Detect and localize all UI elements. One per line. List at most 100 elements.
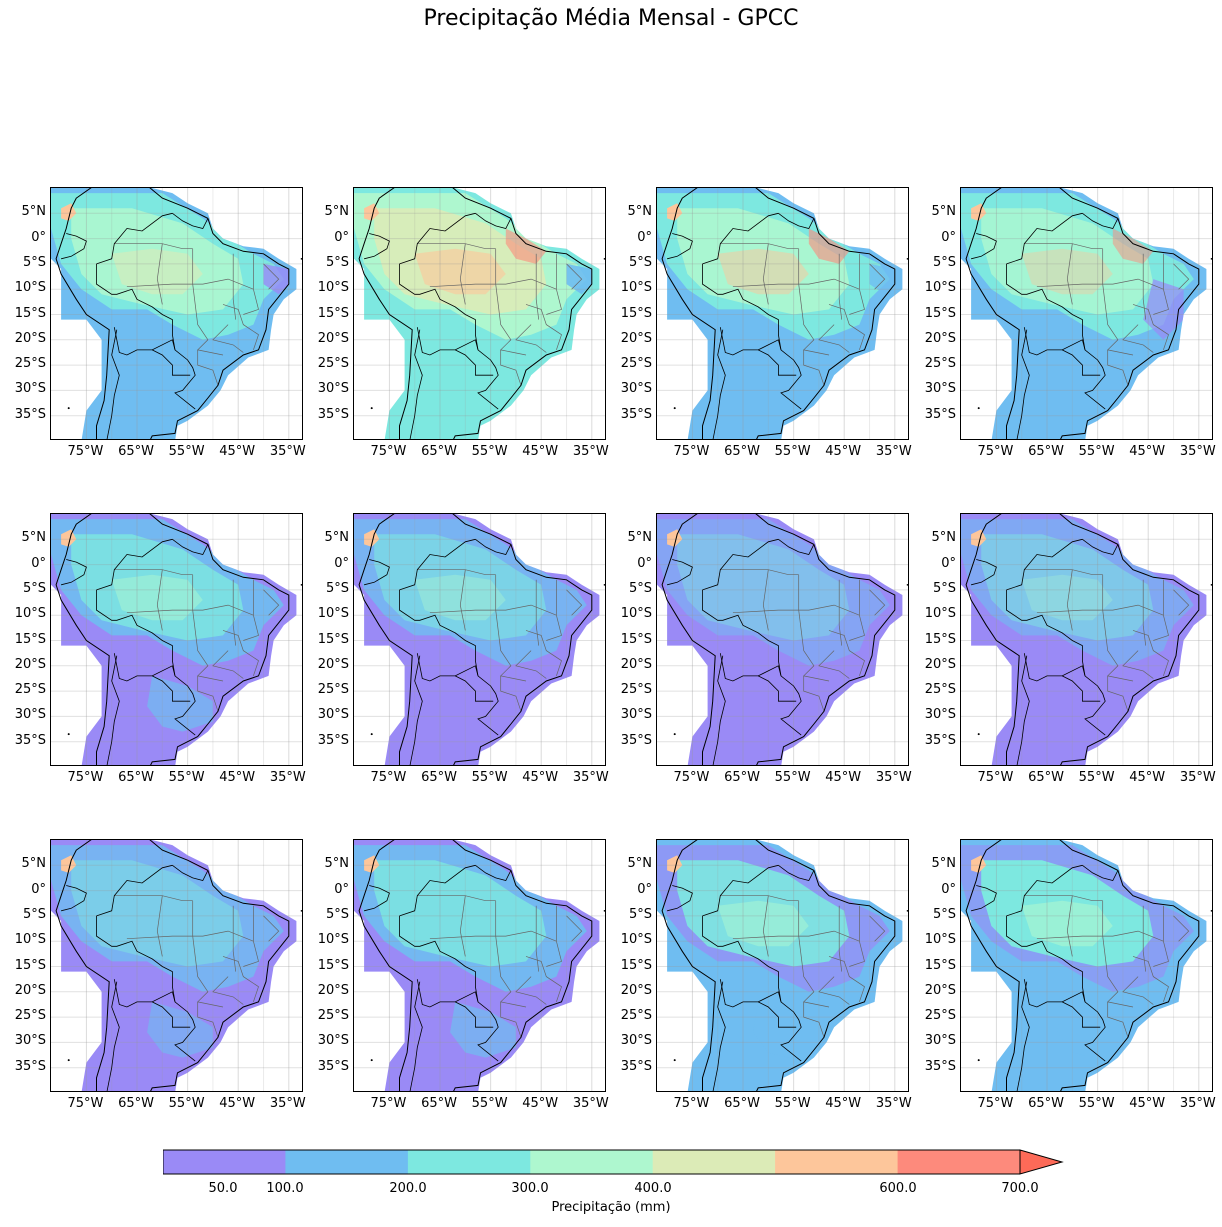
lon-tick-label: 75°W xyxy=(977,444,1014,459)
map-panel xyxy=(960,839,1213,1092)
lat-tick-label: 20°S xyxy=(620,656,652,672)
lat-tick-label: 5°S xyxy=(932,580,956,596)
lat-tick-label: 15°S xyxy=(14,631,46,647)
lon-tick-label: 55°W xyxy=(1078,770,1115,785)
colorbar-tick-label: 700.0 xyxy=(1001,1181,1039,1196)
state-border xyxy=(762,895,769,957)
coastline xyxy=(55,188,290,439)
lat-tick-label: 15°S xyxy=(924,305,956,321)
state-border xyxy=(495,900,527,1008)
island-dot xyxy=(67,407,70,410)
state-border xyxy=(720,243,799,250)
state-border xyxy=(1036,930,1164,942)
lat-tick-label: 10°S xyxy=(924,280,956,296)
map-panel xyxy=(960,187,1213,440)
precip-zone xyxy=(263,263,289,295)
state-border xyxy=(222,956,259,1003)
state-border xyxy=(156,895,163,957)
state-border xyxy=(429,278,557,290)
lon-tick-label: 35°W xyxy=(875,444,912,459)
state-border xyxy=(849,579,865,641)
state-border xyxy=(1066,243,1073,305)
country-border xyxy=(758,349,797,376)
country-border xyxy=(416,327,479,356)
island-dot xyxy=(300,910,302,912)
state-border xyxy=(192,248,224,356)
lat-tick-label: 25°S xyxy=(924,682,956,698)
lat-tick-label: 5°S xyxy=(628,580,652,596)
lon-tick-label: 35°W xyxy=(572,1096,609,1111)
country-border xyxy=(702,212,779,265)
country-border xyxy=(455,1001,494,1028)
coastline xyxy=(358,514,593,765)
precip-zone xyxy=(981,208,1154,315)
lon-tick-label: 55°W xyxy=(471,444,508,459)
state-border xyxy=(1107,675,1129,712)
lon-tick-label: 55°W xyxy=(471,770,508,785)
colorbar xyxy=(163,1149,1064,1175)
lon-tick-label: 75°W xyxy=(67,444,104,459)
country-border xyxy=(971,885,997,912)
state-border xyxy=(803,349,825,386)
lat-tick-label: 25°S xyxy=(14,682,46,698)
lat-tick-label: 5°N xyxy=(324,856,350,872)
state-border xyxy=(762,243,769,305)
state-border xyxy=(222,630,259,677)
lon-tick-label: 75°W xyxy=(977,1096,1014,1111)
state-border xyxy=(459,569,466,631)
lat-tick-label: 30°S xyxy=(317,1033,349,1049)
state-border xyxy=(500,1001,522,1038)
lon-tick-label: 55°W xyxy=(168,444,205,459)
lon-tick-label: 45°W xyxy=(825,770,862,785)
lon-tick-label: 75°W xyxy=(370,770,407,785)
lat-tick-label: 35°S xyxy=(620,1058,652,1074)
state-border xyxy=(525,630,562,677)
precip-zone xyxy=(414,574,506,621)
island-dot xyxy=(1210,258,1212,260)
map-panel xyxy=(353,187,606,440)
country-border xyxy=(61,559,87,586)
country-border xyxy=(1062,675,1101,702)
lat-tick-label: 15°S xyxy=(620,305,652,321)
country-border xyxy=(758,675,797,702)
country-border xyxy=(96,263,196,410)
lat-tick-label: 15°S xyxy=(924,957,956,973)
lat-tick-label: 10°S xyxy=(14,932,46,948)
state-border xyxy=(525,304,562,351)
lat-tick-label: 15°S xyxy=(924,631,956,647)
precip-zone xyxy=(1021,900,1113,947)
lat-tick-label: 20°S xyxy=(14,656,46,672)
country-border xyxy=(1023,653,1086,682)
country-border xyxy=(106,329,120,439)
lat-tick-label: 0° xyxy=(334,555,349,571)
state-border xyxy=(263,915,280,942)
precip-spot xyxy=(61,529,77,547)
country-border xyxy=(702,538,779,591)
state-border xyxy=(525,956,562,1003)
lat-tick-label: 35°S xyxy=(14,732,46,748)
lon-tick-label: 75°W xyxy=(673,770,710,785)
lat-tick-label: 20°S xyxy=(14,982,46,998)
state-border xyxy=(818,324,850,353)
state-border xyxy=(1122,324,1154,353)
lat-tick-label: 25°S xyxy=(620,1008,652,1024)
lon-tick-label: 65°W xyxy=(421,770,457,785)
state-border xyxy=(546,253,562,315)
precip-zone xyxy=(677,534,850,641)
country-border xyxy=(416,653,479,682)
state-border xyxy=(1132,304,1169,351)
lat-tick-label: 30°S xyxy=(317,381,349,397)
lat-tick-label: 0° xyxy=(941,229,956,245)
precip-spot xyxy=(61,203,77,221)
state-border xyxy=(1036,278,1164,290)
country-border xyxy=(1016,981,1030,1091)
country-border xyxy=(475,212,512,229)
state-border xyxy=(500,349,522,386)
precip-zone xyxy=(1021,248,1113,295)
island-dot xyxy=(673,1059,676,1062)
lat-tick-label: 5°N xyxy=(931,856,957,872)
precip-zone xyxy=(374,860,547,967)
lon-tick-label: 45°W xyxy=(522,1096,559,1111)
country-border xyxy=(1016,655,1030,765)
precip-spot xyxy=(971,203,987,221)
